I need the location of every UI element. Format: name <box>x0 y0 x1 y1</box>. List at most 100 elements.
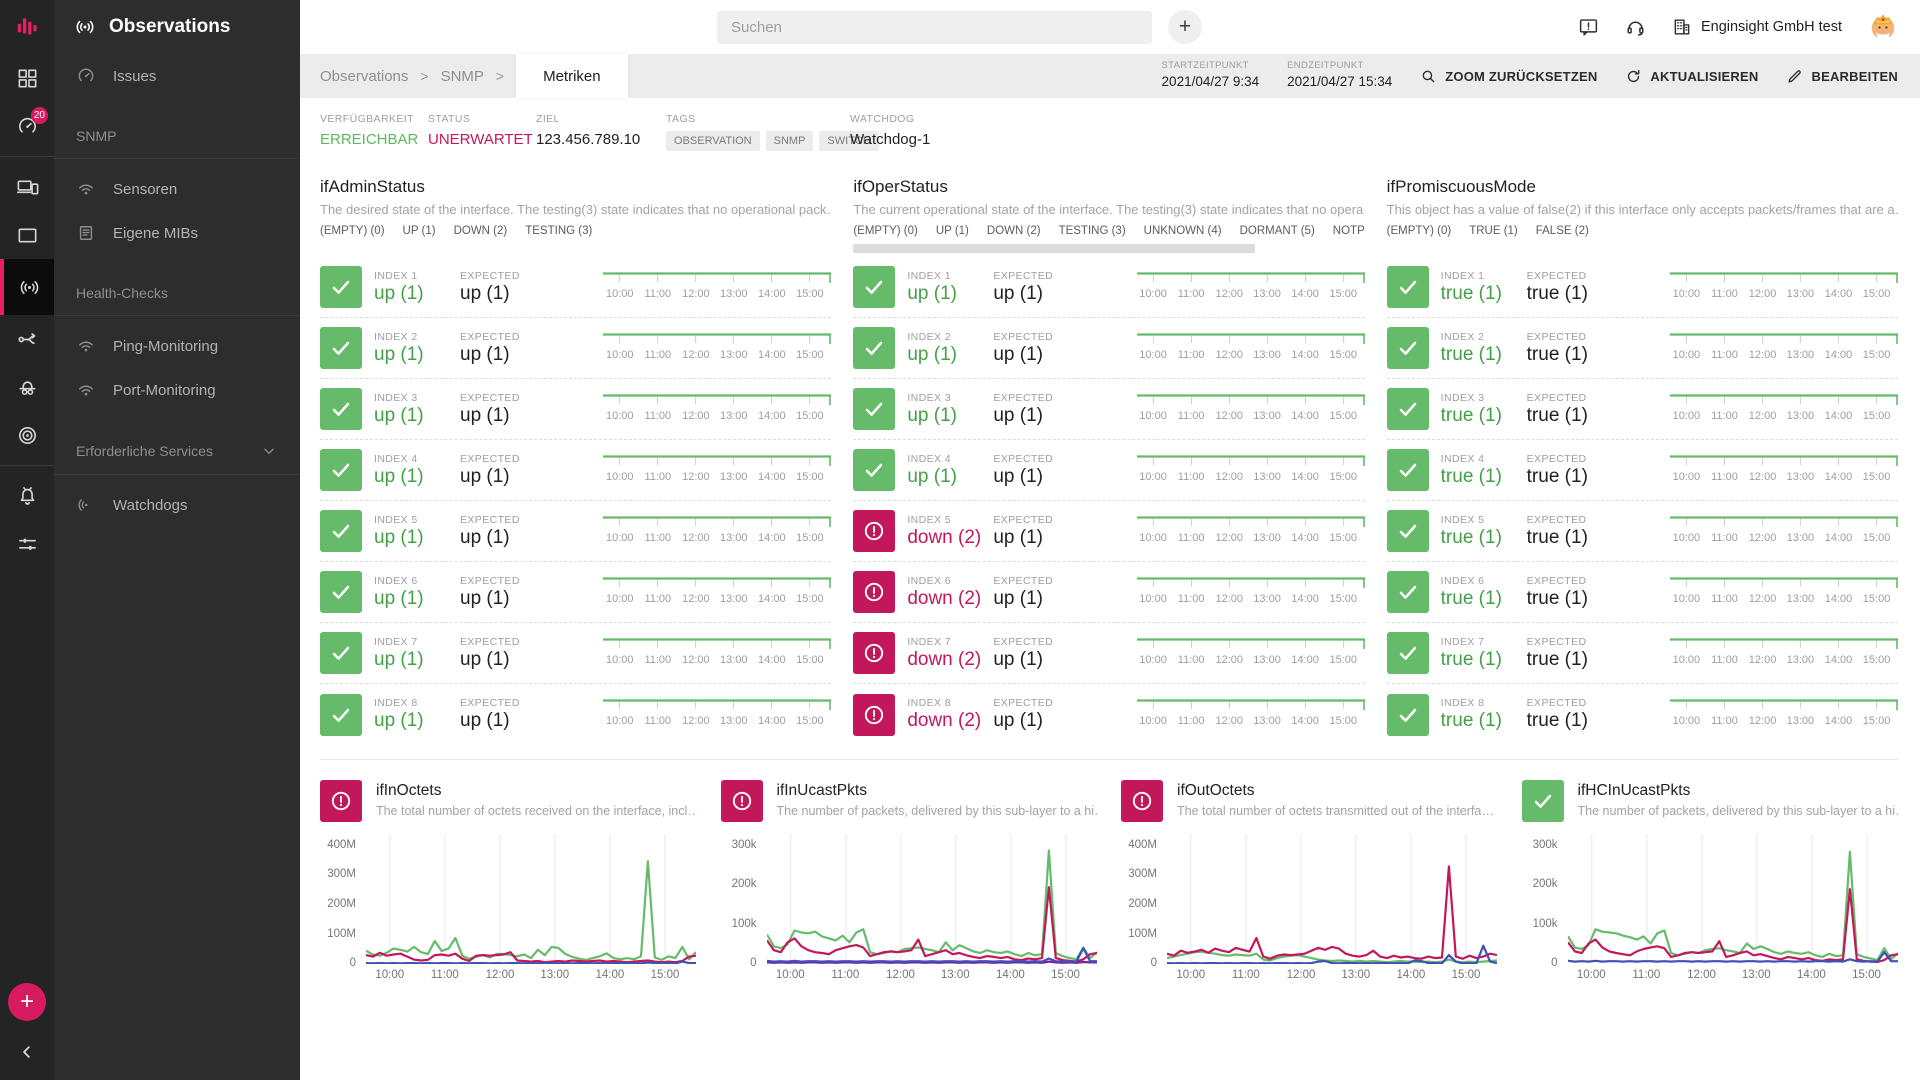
time-tick-label: 11:00 <box>1177 653 1205 666</box>
time-tick-label: 10:00 <box>1139 653 1167 666</box>
sparkline-chart: 10:00 11:00 12:00 13:00 14:00 15:00 <box>1670 576 1898 608</box>
expected-label: EXPECTED <box>993 452 1054 465</box>
zoom-zurücksetzen-button[interactable]: ZOOM ZURÜCKSETZEN <box>1420 68 1597 85</box>
sparkline-chart: 10:00 11:00 12:00 13:00 14:00 15:00 <box>603 515 832 547</box>
start-time-value: 2021/04/27 9:34 <box>1161 74 1260 90</box>
time-tick-label: 15:00 <box>1862 287 1891 300</box>
rail-item-sliders-icon[interactable] <box>0 520 54 568</box>
time-tick-label: 13:00 <box>1786 653 1815 666</box>
time-tick-label: 12:00 <box>1748 592 1777 605</box>
rail-item-notifications-icon[interactable] <box>0 472 54 520</box>
time-tick-label: 11:00 <box>644 715 672 727</box>
check-icon <box>1386 266 1429 308</box>
organization-switcher[interactable]: Enginsight GmbH test <box>1672 17 1842 37</box>
sidebar-title: Observations <box>54 0 300 54</box>
search-input[interactable] <box>717 10 1152 44</box>
issues-count-badge: 20 <box>30 107 48 124</box>
x-tick-label: 12:00 <box>886 969 915 981</box>
breadcrumb-item[interactable]: Observations <box>320 67 409 85</box>
index-label: INDEX 3 <box>374 391 418 404</box>
metric-group-title: ifPromiscuousMode <box>1386 177 1536 196</box>
rail-item-target-icon[interactable] <box>0 411 54 459</box>
index-column: INDEX 3 true (1) <box>1441 392 1515 427</box>
support-headset-icon[interactable] <box>1625 17 1646 38</box>
breadcrumb-item[interactable]: SNMP <box>440 67 484 85</box>
chart-plot[interactable] <box>766 834 1097 964</box>
chart-plot[interactable] <box>1567 834 1898 964</box>
sidebar-item-port-monitoring[interactable]: Port-Monitoring <box>54 368 300 412</box>
sidebar-item-watchdogs[interactable]: Watchdogs <box>54 483 300 527</box>
check-icon <box>1386 632 1429 674</box>
metric-row: INDEX 7 up (1) EXPECTED up (1) 10:00 11:00 12:… <box>320 623 832 684</box>
sidebar-item-sensoren[interactable]: Sensoren <box>54 167 300 211</box>
sparkline-time-axis: 10:00 11:00 12:00 13:00 14:00 15:00 <box>1137 715 1365 730</box>
horizontal-scrollbar[interactable] <box>853 244 1342 253</box>
time-tick-label: 14:00 <box>1291 348 1319 361</box>
chart-plot[interactable] <box>366 834 696 964</box>
sidebar-menu: Observations Issues SNMP Sensoren Eigene MI… <box>54 0 300 1080</box>
x-tick-label: 12:00 <box>1687 969 1716 981</box>
x-tick-label: 10:00 <box>1176 969 1206 981</box>
chart-plot[interactable] <box>1167 834 1497 964</box>
time-tick-label: 12:00 <box>682 348 710 361</box>
expected-label: EXPECTED <box>460 269 520 282</box>
rail-item-pipeline-icon[interactable] <box>0 315 54 363</box>
time-tick-label: 14:00 <box>1824 287 1853 300</box>
time-tick-label: 11:00 <box>644 592 672 605</box>
index-label: INDEX 6 <box>1440 574 1485 587</box>
collapse-sidebar-icon[interactable] <box>18 1043 36 1066</box>
index-value: down (2) <box>907 587 982 609</box>
time-tick-label: 10:00 <box>1672 470 1701 483</box>
index-label: INDEX 8 <box>374 697 418 710</box>
time-tick-label: 13:00 <box>1786 470 1815 483</box>
tab-metriken[interactable]: Metriken <box>516 54 628 98</box>
feedback-icon[interactable] <box>1578 17 1599 38</box>
expected-column: EXPECTED up (1) <box>993 697 1089 732</box>
expected-column: EXPECTED up (1) <box>460 697 556 732</box>
add-quick-button[interactable]: + <box>1168 10 1202 44</box>
time-tick-label: 12:00 <box>1748 653 1777 666</box>
scrollbar-thumb[interactable] <box>853 244 1255 253</box>
expected-column: EXPECTED true (1) <box>1527 331 1623 366</box>
metric-row: INDEX 3 up (1) EXPECTED up (1) 10:00 11:00 12:… <box>853 379 1365 440</box>
sidebar-section-health-checks: Health-Checks <box>54 275 300 316</box>
expected-label: EXPECTED <box>460 697 520 710</box>
tag-chips: OBSERVATION SNMP SWITCH <box>666 131 879 151</box>
avatar[interactable] <box>1868 12 1898 42</box>
time-tick-label: 10:00 <box>605 653 634 666</box>
y-tick-label: 0 <box>750 957 757 969</box>
time-tick-label: 15:00 <box>796 592 824 605</box>
index-label: INDEX 6 <box>374 574 418 587</box>
time-tick-label: 15:00 <box>1329 653 1357 666</box>
x-tick-label: 15:00 <box>650 969 680 981</box>
rail-item-incognito-icon[interactable] <box>0 363 54 411</box>
y-tick-label: 200M <box>327 897 356 910</box>
expected-value: up (1) <box>460 282 510 304</box>
sidebar-section-erforderliche-services[interactable]: Erforderliche Services <box>54 432 300 475</box>
index-value: down (2) <box>907 526 982 548</box>
sidebar-item-eigene-mibs[interactable]: Eigene MIBs <box>54 211 300 255</box>
field-label: ZIEL <box>536 113 560 125</box>
chevron-down-icon <box>260 442 278 460</box>
sidebar-item-issues[interactable]: Issues <box>54 54 300 98</box>
expected-label: EXPECTED <box>1526 452 1587 465</box>
rail-item-devices-icon[interactable] <box>0 163 54 211</box>
rail-item-issues-gauge-icon[interactable]: 20 <box>0 102 54 150</box>
time-tick-label: 10:00 <box>1672 409 1701 422</box>
rail-item-window-icon[interactable] <box>0 211 54 259</box>
time-tick-label: 15:00 <box>1329 592 1357 605</box>
aktualisieren-button[interactable]: AKTUALISIEREN <box>1625 68 1758 85</box>
expected-value: up (1) <box>460 648 510 670</box>
button-label: ZOOM ZURÜCKSETZEN <box>1445 68 1598 84</box>
time-tick-label: 11:00 <box>644 470 672 483</box>
add-button[interactable]: + <box>8 983 46 1021</box>
rail-item-dashboard-icon[interactable] <box>0 54 54 102</box>
legend-item: DOWN (2) <box>453 225 508 237</box>
sparkline-chart: 10:00 11:00 12:00 13:00 14:00 15:00 <box>1136 576 1365 608</box>
bearbeiten-button[interactable]: BEARBEITEN <box>1786 68 1898 85</box>
sidebar-item-ping-monitoring[interactable]: Ping-Monitoring <box>54 324 300 368</box>
time-tick-label: 14:00 <box>1291 287 1319 300</box>
time-tick-label: 15:00 <box>1329 470 1357 483</box>
rail-item-observations-icon[interactable] <box>0 259 54 315</box>
check-icon <box>320 327 362 369</box>
